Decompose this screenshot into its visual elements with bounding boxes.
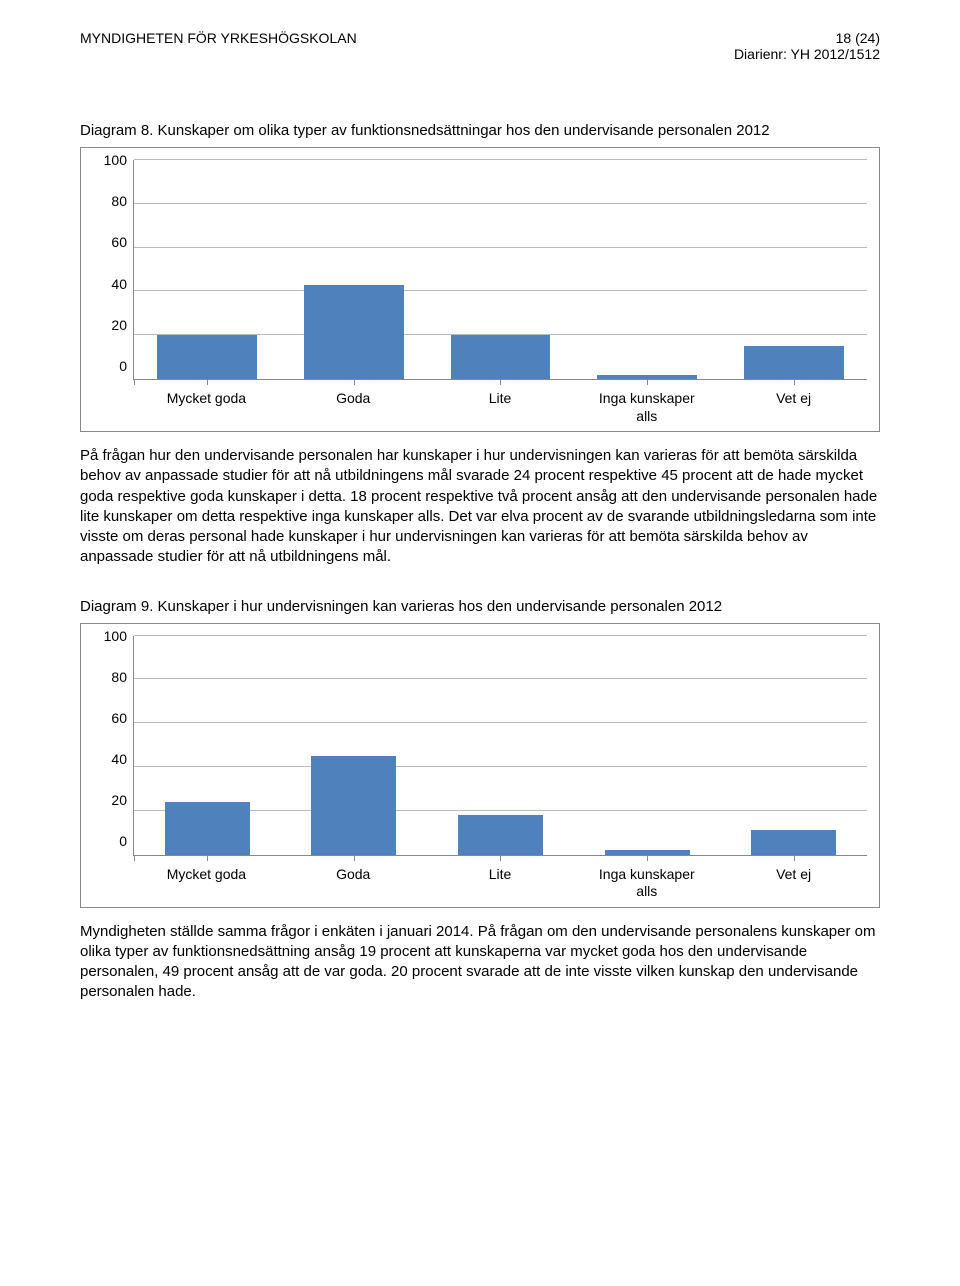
ytick: 40 bbox=[93, 277, 127, 291]
x-label: Inga kunskaperalls bbox=[573, 390, 720, 425]
ytick: 80 bbox=[93, 670, 127, 684]
bar-slot bbox=[427, 636, 574, 855]
ytick: 40 bbox=[93, 752, 127, 766]
bar bbox=[157, 335, 257, 379]
ytick: 80 bbox=[93, 194, 127, 208]
bar-slot bbox=[574, 160, 721, 379]
bar bbox=[597, 375, 697, 379]
ytick: 100 bbox=[93, 153, 127, 167]
diagram8-title: Diagram 8. Kunskaper om olika typer av f… bbox=[80, 122, 880, 139]
x-label: Lite bbox=[427, 866, 574, 901]
ytick: 100 bbox=[93, 629, 127, 643]
diagram9-y-axis: 100 80 60 40 20 0 bbox=[93, 636, 133, 856]
bar bbox=[605, 850, 690, 854]
ytick: 60 bbox=[93, 235, 127, 249]
diagram8-x-labels: Mycket godaGodaLiteInga kunskaperallsVet… bbox=[133, 390, 867, 425]
x-label: Lite bbox=[427, 390, 574, 425]
bar bbox=[304, 285, 404, 379]
ytick: 60 bbox=[93, 711, 127, 725]
header-left: MYNDIGHETEN FÖR YRKESHÖGSKOLAN bbox=[80, 30, 357, 62]
bar-slot bbox=[427, 160, 574, 379]
bar-slot bbox=[281, 636, 428, 855]
x-label: Inga kunskaperalls bbox=[573, 866, 720, 901]
diagram8-plot bbox=[133, 160, 867, 380]
page-header: MYNDIGHETEN FÖR YRKESHÖGSKOLAN 18 (24) D… bbox=[80, 30, 880, 62]
bar-slot bbox=[281, 160, 428, 379]
diagram8-chart: 100 80 60 40 20 0 Mycket godaGodaLiteIng… bbox=[80, 147, 880, 432]
diagram9-title: Diagram 9. Kunskaper i hur undervisninge… bbox=[80, 598, 880, 615]
bar bbox=[744, 346, 844, 379]
bar-slot bbox=[574, 636, 721, 855]
x-label: Mycket goda bbox=[133, 866, 280, 901]
bar-slot bbox=[720, 636, 867, 855]
ytick: 20 bbox=[93, 793, 127, 807]
bar bbox=[451, 335, 551, 379]
diagram9-plot bbox=[133, 636, 867, 856]
bar-slot bbox=[134, 636, 281, 855]
diagram9-chart: 100 80 60 40 20 0 Mycket godaGodaLiteIng… bbox=[80, 623, 880, 908]
paragraph-2: Myndigheten ställde samma frågor i enkät… bbox=[80, 922, 880, 1003]
x-label: Vet ej bbox=[720, 866, 867, 901]
header-page: 18 (24) bbox=[734, 30, 880, 46]
bar bbox=[751, 830, 836, 854]
x-label: Goda bbox=[280, 390, 427, 425]
diagram8-y-axis: 100 80 60 40 20 0 bbox=[93, 160, 133, 380]
bar bbox=[458, 815, 543, 854]
x-label: Vet ej bbox=[720, 390, 867, 425]
paragraph-1: På frågan hur den undervisande personale… bbox=[80, 446, 880, 568]
bar-slot bbox=[134, 160, 281, 379]
ytick: 0 bbox=[93, 359, 127, 373]
diagram9-x-labels: Mycket godaGodaLiteInga kunskaperallsVet… bbox=[133, 866, 867, 901]
x-label: Mycket goda bbox=[133, 390, 280, 425]
bar bbox=[311, 756, 396, 855]
bar bbox=[165, 802, 250, 855]
ytick: 0 bbox=[93, 834, 127, 848]
header-ref: Diarienr: YH 2012/1512 bbox=[734, 46, 880, 62]
x-label: Goda bbox=[280, 866, 427, 901]
bar-slot bbox=[720, 160, 867, 379]
ytick: 20 bbox=[93, 318, 127, 332]
